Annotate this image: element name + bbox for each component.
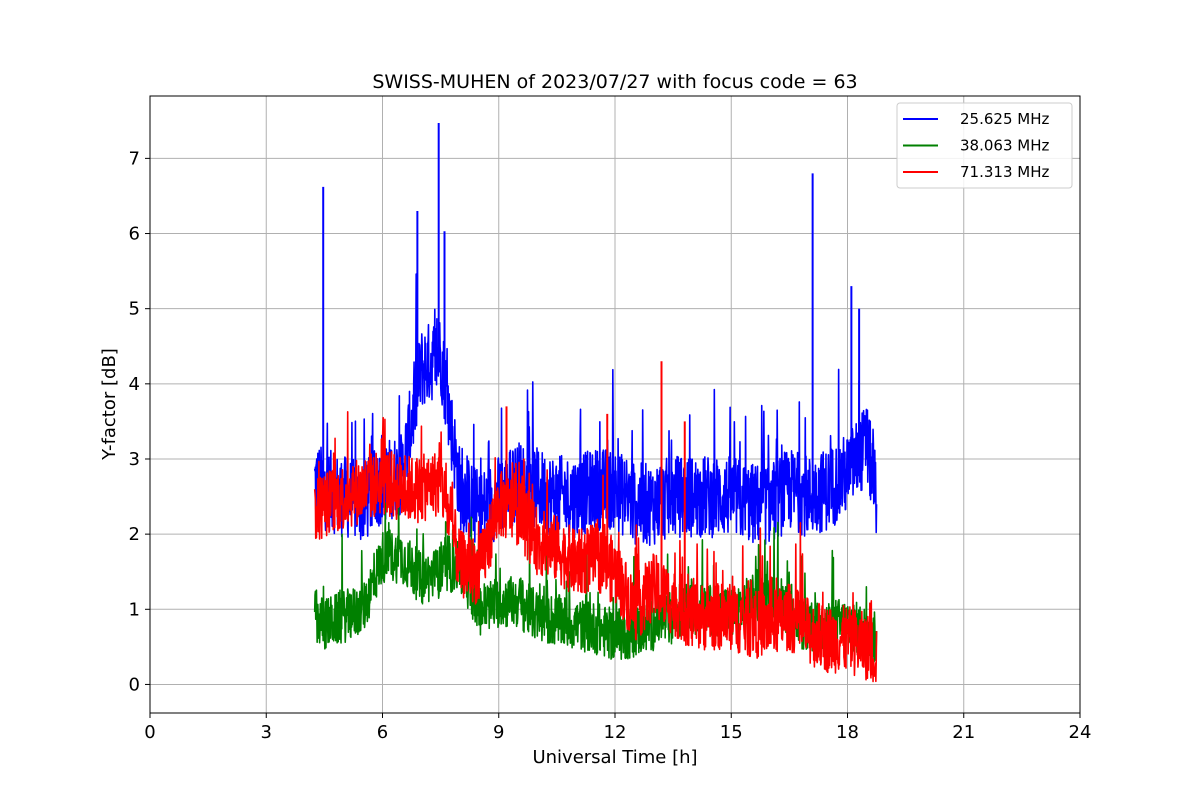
x-tick-label: 3 (261, 722, 272, 743)
x-tick-label: 21 (952, 722, 975, 743)
x-tick-label: 6 (377, 722, 388, 743)
x-axis-title: Universal Time [h] (532, 747, 697, 768)
x-tick-label: 24 (1069, 722, 1092, 743)
legend-label: 38.063 MHz (960, 137, 1049, 155)
chart-title: SWISS-MUHEN of 2023/07/27 with focus cod… (372, 71, 857, 93)
x-tick-label: 12 (604, 722, 627, 743)
series-2 (313, 361, 878, 683)
series-0 (313, 123, 878, 552)
x-tick-label: 18 (836, 722, 859, 743)
x-tick-label: 9 (493, 722, 504, 743)
y-tick-label: 2 (129, 524, 140, 545)
legend: 25.625 MHz 38.063 MHz 71.313 MHz (896, 102, 1073, 189)
y-tick-label: 0 (129, 674, 140, 695)
series-layer (313, 123, 878, 683)
series-line (313, 273, 878, 552)
y-tick-label: 3 (129, 449, 140, 470)
y-tick-label: 4 (129, 374, 140, 395)
y-tick-label: 7 (129, 148, 140, 169)
y-tick-label: 6 (129, 224, 140, 245)
y-tick-label: 1 (129, 599, 140, 620)
series-line (313, 411, 878, 683)
x-tick-label: 15 (720, 722, 743, 743)
series-line (313, 498, 878, 663)
series-1 (313, 498, 878, 663)
legend-label: 71.313 MHz (960, 163, 1049, 181)
x-tick-label: 0 (144, 722, 155, 743)
legend-box (896, 102, 1073, 189)
legend-label: 25.625 MHz (960, 110, 1049, 128)
y-axis-title: Y-factor [dB] (99, 348, 120, 461)
y-tick-label: 5 (129, 299, 140, 320)
